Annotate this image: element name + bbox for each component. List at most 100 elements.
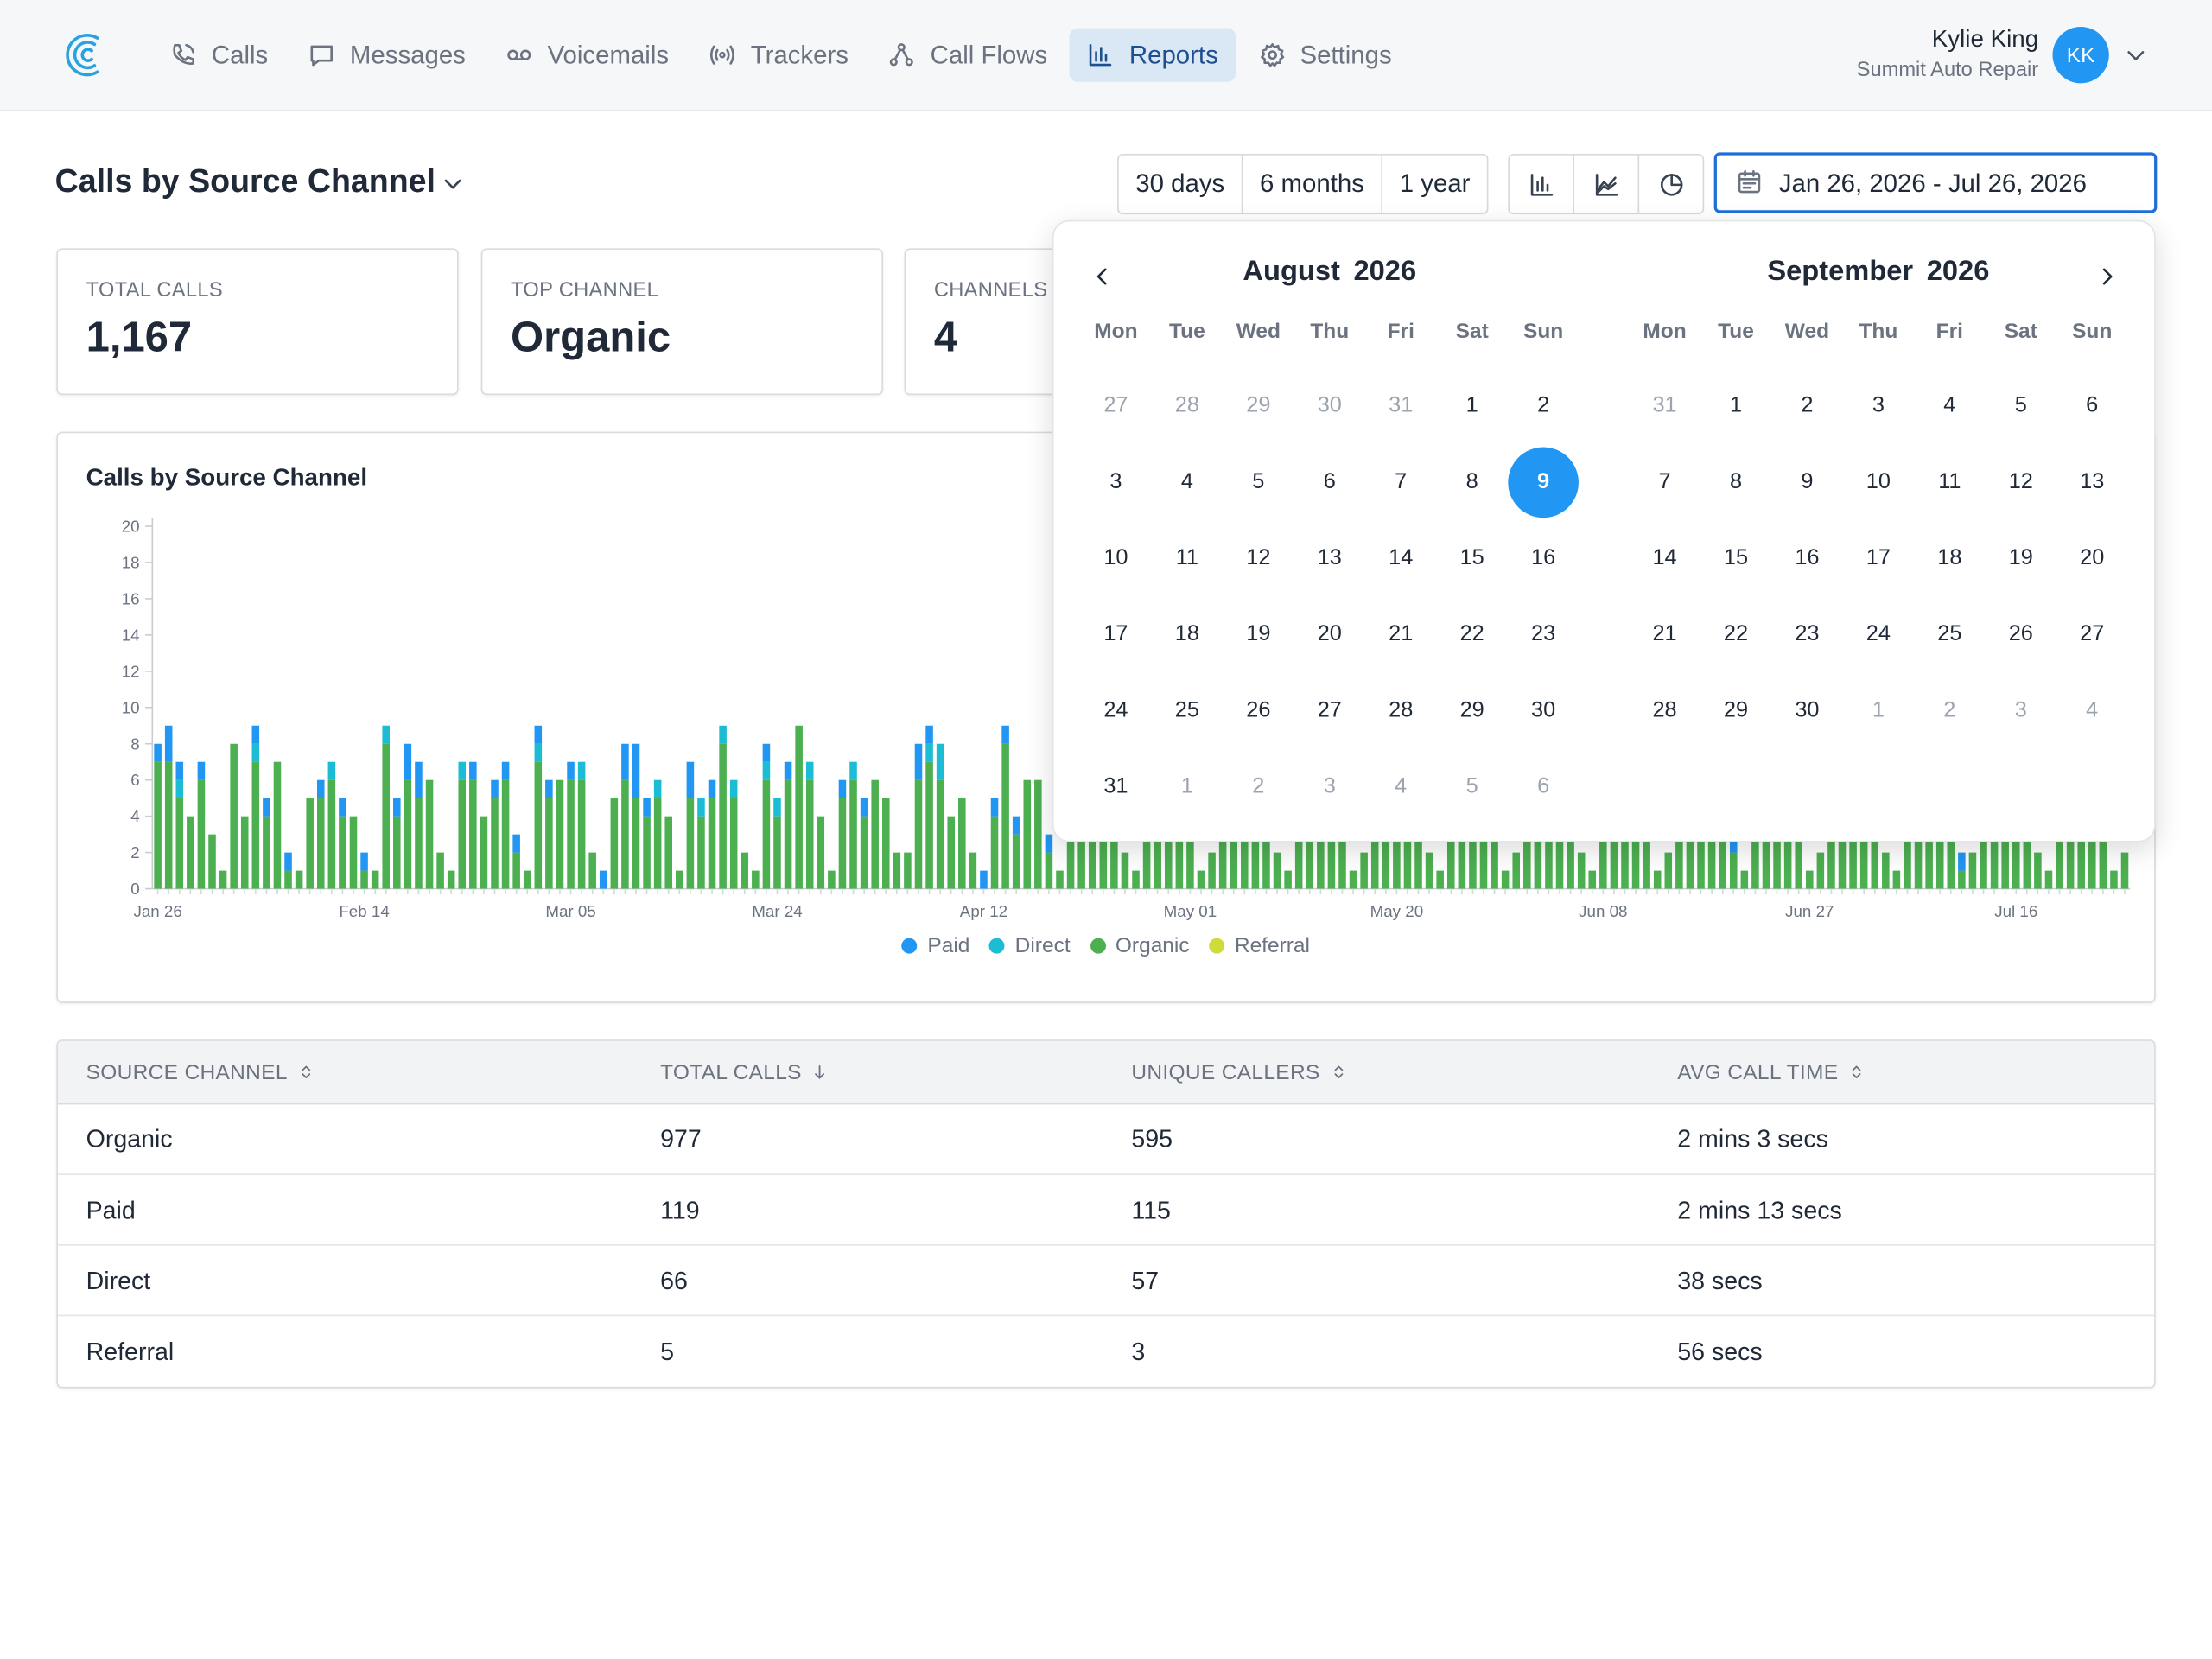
calendar-day[interactable]: 8 <box>1729 469 1743 494</box>
calendar-day[interactable]: 1 <box>1465 393 1478 418</box>
calendar-day[interactable]: 28 <box>1174 393 1199 418</box>
calendar-day[interactable]: 7 <box>1658 469 1671 494</box>
calendar-day[interactable]: 18 <box>1174 622 1199 646</box>
column-header[interactable]: UNIQUE CALLERS <box>1131 1041 1348 1103</box>
chart-type-button[interactable] <box>1637 155 1703 213</box>
calendar-day[interactable]: 25 <box>1937 622 1962 646</box>
page-title[interactable]: Calls by Source Channel <box>54 162 436 200</box>
calendar-day[interactable]: 13 <box>2080 469 2105 494</box>
calendar-day[interactable]: 23 <box>1795 622 1820 646</box>
calendar-day[interactable]: 29 <box>1246 393 1271 418</box>
nav-item[interactable]: Calls <box>152 29 284 82</box>
calendar-day[interactable]: 15 <box>1723 545 1749 570</box>
calendar-day[interactable]: 16 <box>1531 545 1556 570</box>
calendar-day[interactable]: 11 <box>1175 545 1199 570</box>
calendar-day[interactable]: 21 <box>1652 622 1677 646</box>
legend-item[interactable]: Organic <box>1090 934 1190 958</box>
calendar-day[interactable]: 29 <box>1459 698 1484 722</box>
calendar-day[interactable]: 14 <box>1389 545 1414 570</box>
calendar-day[interactable]: 19 <box>1246 622 1271 646</box>
column-header[interactable]: AVG CALL TIME <box>1677 1041 1866 1103</box>
calendar-day[interactable]: 31 <box>1103 774 1128 799</box>
calendar-day[interactable]: 24 <box>1866 622 1891 646</box>
calendar-day[interactable]: 5 <box>1465 774 1478 799</box>
calendar-day[interactable]: 16 <box>1795 545 1820 570</box>
next-month[interactable] <box>2094 263 2122 291</box>
calendar-day[interactable]: 6 <box>2086 393 2099 418</box>
calendar-day[interactable]: 1 <box>1729 393 1743 418</box>
calendar-day[interactable]: 12 <box>2008 469 2033 494</box>
calendar-day[interactable]: 11 <box>1938 469 1961 494</box>
date-range-input[interactable]: Jan 26, 2026 - Jul 26, 2026 <box>1713 152 2158 213</box>
legend-item[interactable]: Direct <box>989 934 1071 958</box>
nav-item[interactable]: Reports <box>1070 28 1236 82</box>
user-avatar[interactable]: KK <box>2052 27 2109 84</box>
calendar-day[interactable]: 20 <box>2080 545 2105 570</box>
calendar-day[interactable]: 4 <box>1180 469 1193 494</box>
calendar-day[interactable]: 12 <box>1246 545 1271 570</box>
legend-item[interactable]: Referral <box>1209 934 1310 958</box>
calendar-day[interactable]: 9 <box>1537 469 1550 494</box>
calendar-day[interactable]: 14 <box>1652 545 1677 570</box>
calendar-day[interactable]: 7 <box>1395 469 1408 494</box>
nav-item[interactable]: Trackers <box>691 29 865 82</box>
column-header[interactable]: TOTAL CALLS <box>660 1041 830 1103</box>
calendar-day[interactable]: 1 <box>1180 774 1193 799</box>
calendar-day[interactable]: 6 <box>1537 774 1550 799</box>
calendar-day[interactable]: 3 <box>1323 774 1336 799</box>
calendar-day[interactable]: 10 <box>1103 545 1128 570</box>
calendar-day[interactable]: 5 <box>1252 469 1265 494</box>
column-header[interactable]: SOURCE CHANNEL <box>86 1041 316 1103</box>
calendar-day[interactable]: 17 <box>1866 545 1891 570</box>
calendar-day[interactable]: 28 <box>1389 698 1414 722</box>
calendar-day[interactable]: 4 <box>1395 774 1408 799</box>
prev-month[interactable] <box>1088 263 1116 291</box>
calendar-day[interactable]: 23 <box>1531 622 1556 646</box>
calendar-day[interactable]: 22 <box>1459 622 1484 646</box>
calendar-day[interactable]: 2 <box>1801 393 1814 418</box>
calendar-day[interactable]: 24 <box>1103 698 1128 722</box>
calendar-day[interactable]: 20 <box>1317 622 1342 646</box>
range-button[interactable]: 1 year <box>1381 155 1488 213</box>
range-button[interactable]: 6 months <box>1241 155 1382 213</box>
calendar-day[interactable]: 2 <box>1537 393 1550 418</box>
calendar-day[interactable]: 30 <box>1795 698 1820 722</box>
nav-item[interactable]: Messages <box>290 29 482 82</box>
calendar-day[interactable]: 25 <box>1174 698 1199 722</box>
nav-item[interactable]: Settings <box>1241 29 1408 82</box>
calendar-day[interactable]: 28 <box>1652 698 1677 722</box>
range-button[interactable]: 30 days <box>1135 168 1225 198</box>
calendar-day[interactable]: 8 <box>1465 469 1478 494</box>
calendar-day[interactable]: 13 <box>1317 545 1342 570</box>
calendar-day[interactable]: 26 <box>1246 698 1271 722</box>
calendar-day[interactable]: 3 <box>1109 469 1122 494</box>
calendar-day[interactable]: 30 <box>1531 698 1556 722</box>
calendar-day[interactable]: 1 <box>1872 698 1885 722</box>
calendar-day[interactable]: 2 <box>1943 698 1956 722</box>
calendar-day[interactable]: 27 <box>1103 393 1128 418</box>
calendar-day[interactable]: 27 <box>2080 622 2105 646</box>
calendar-day[interactable]: 4 <box>1943 393 1956 418</box>
calendar-day[interactable]: 2 <box>1252 774 1265 799</box>
calendar-day[interactable]: 9 <box>1801 469 1814 494</box>
calendar-day[interactable]: 29 <box>1723 698 1749 722</box>
calendar-day[interactable]: 6 <box>1323 469 1336 494</box>
logo[interactable] <box>60 31 103 79</box>
calendar-day[interactable]: 30 <box>1317 393 1342 418</box>
calendar-day[interactable]: 19 <box>2008 545 2033 570</box>
user-menu-chevron[interactable] <box>2122 41 2151 69</box>
calendar-day[interactable]: 4 <box>2086 698 2099 722</box>
calendar-day[interactable]: 31 <box>1652 393 1677 418</box>
title-chevron[interactable] <box>439 169 467 198</box>
calendar-day[interactable]: 31 <box>1389 393 1414 418</box>
nav-item[interactable]: Voicemails <box>488 29 686 82</box>
calendar-day[interactable]: 3 <box>2014 698 2027 722</box>
calendar-day[interactable]: 27 <box>1317 698 1342 722</box>
chart-type-button[interactable] <box>1510 156 1573 213</box>
calendar-day[interactable]: 18 <box>1937 545 1962 570</box>
calendar-day[interactable]: 17 <box>1103 622 1128 646</box>
nav-item[interactable]: Call Flows <box>871 29 1065 82</box>
legend-item[interactable]: Paid <box>902 934 969 958</box>
calendar-day[interactable]: 22 <box>1723 622 1749 646</box>
calendar-day[interactable]: 21 <box>1389 622 1414 646</box>
